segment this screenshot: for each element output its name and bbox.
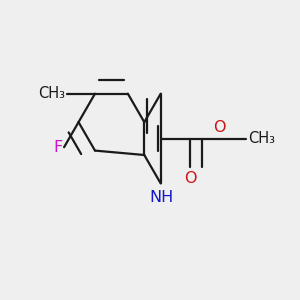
Text: O: O <box>184 171 197 186</box>
Text: O: O <box>213 120 226 135</box>
Text: NH: NH <box>149 190 173 205</box>
Text: F: F <box>53 140 63 155</box>
Text: CH₃: CH₃ <box>248 131 275 146</box>
Text: CH₃: CH₃ <box>38 86 65 101</box>
